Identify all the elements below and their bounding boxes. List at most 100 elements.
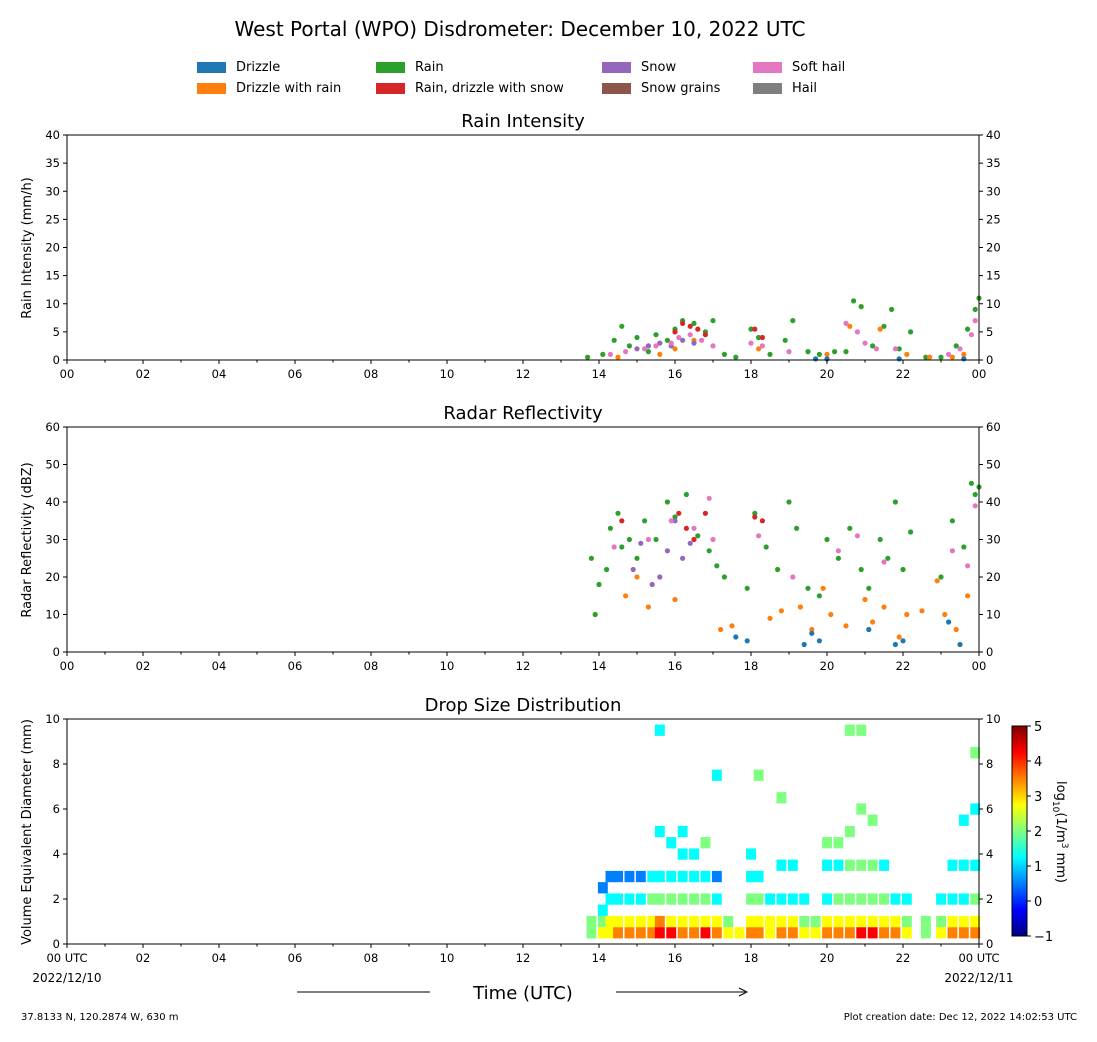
data-point <box>607 525 614 531</box>
data-point <box>619 518 625 524</box>
data-point <box>706 495 712 501</box>
dsd-cell <box>677 848 688 860</box>
colorbar-label-sup: 3 <box>1059 843 1069 849</box>
dsd-cell <box>700 915 711 928</box>
data-point <box>908 529 914 535</box>
dsd-cell <box>711 870 722 883</box>
x-tick-label: 18 <box>744 951 759 965</box>
y-tick-label: 8 <box>53 757 60 771</box>
data-point <box>805 349 811 355</box>
data-point <box>877 326 883 332</box>
data-point <box>702 332 709 338</box>
y-tick-label: 5 <box>986 325 993 339</box>
dsd-cell <box>879 859 889 871</box>
dsd-cell <box>654 893 665 905</box>
x-tick-label: 14 <box>592 659 607 673</box>
legend-label: Snow <box>641 59 677 75</box>
dsd-cell <box>920 927 931 939</box>
x-tick-label: 12 <box>516 659 531 673</box>
x-tick-label: 08 <box>364 951 379 965</box>
data-point <box>748 340 754 346</box>
radar-reflectivity-ylabel: Radar Reflectivity (dBZ) <box>20 462 35 617</box>
dsd-cell <box>844 859 855 871</box>
legend-item-snow-grains: Snow grains <box>602 79 720 97</box>
dsd-cell <box>879 893 889 905</box>
data-point <box>592 611 598 618</box>
data-point <box>835 555 842 561</box>
dsd-cell <box>677 893 688 905</box>
data-point <box>816 593 823 599</box>
dsd-cell <box>936 927 946 939</box>
data-point <box>904 351 910 357</box>
data-point <box>733 354 739 360</box>
dsd-cell <box>613 915 623 928</box>
dsd-cell <box>654 724 665 736</box>
dsd-cell <box>654 915 665 928</box>
data-point <box>938 574 944 580</box>
dsd-cell <box>787 859 798 871</box>
legend-item-hail: Hail <box>753 79 817 97</box>
data-point <box>919 608 925 614</box>
data-point <box>626 343 633 349</box>
dsd-cell <box>753 769 764 781</box>
dsd-cell <box>920 915 931 928</box>
data-point <box>972 491 978 498</box>
data-point <box>657 340 663 346</box>
dsd-cell <box>753 870 764 883</box>
dsd-cell <box>753 915 764 928</box>
dsd-cell <box>822 859 832 871</box>
data-point <box>782 337 788 343</box>
x-tick-label: 00 <box>60 659 75 673</box>
data-point <box>653 332 659 338</box>
dsd-cell <box>901 893 912 905</box>
dsd-cell <box>765 915 775 928</box>
data-point <box>972 503 978 509</box>
dsd-cell <box>901 927 912 939</box>
x-tick-label: 20 <box>820 659 835 673</box>
data-point <box>634 346 640 352</box>
data-point <box>626 536 633 543</box>
dsd-cell <box>700 837 711 849</box>
radar-reflectivity-title: Radar Reflectivity <box>443 403 603 424</box>
data-point <box>619 544 625 550</box>
data-point <box>729 623 735 629</box>
data-point <box>672 518 678 524</box>
y-tick-label: 0 <box>986 353 993 367</box>
data-point <box>828 611 834 618</box>
data-point <box>619 323 625 329</box>
data-point <box>695 533 701 539</box>
data-point <box>642 346 648 352</box>
dsd-cell <box>753 893 764 905</box>
data-point <box>961 356 967 362</box>
axes-frame <box>66 134 980 361</box>
dsd-cell <box>597 882 608 894</box>
data-point <box>892 346 899 352</box>
dsd-cell <box>635 915 646 928</box>
dsd-cell <box>958 927 969 939</box>
x-tick-label: 16 <box>668 951 683 965</box>
legend: Drizzle Drizzle with rain Rain Rain, dri… <box>197 58 897 100</box>
dsd-cell <box>654 825 665 838</box>
legend-item-soft-hail: Soft hail <box>753 58 845 76</box>
x-tick-label: 16 <box>668 659 683 673</box>
dsd-cell <box>947 893 958 905</box>
dsd-cell <box>799 893 810 905</box>
data-point <box>942 611 948 618</box>
y-tick-label: 0 <box>986 937 993 951</box>
data-point <box>813 356 819 362</box>
colorbar-tick-label: 2 <box>1034 825 1042 840</box>
x-tick-label: 20 <box>820 367 835 381</box>
x-tick-label: 04 <box>212 659 227 673</box>
dsd-cell <box>711 893 722 905</box>
dsd-cell <box>867 927 878 939</box>
data-point <box>892 641 899 648</box>
data-point <box>744 638 750 644</box>
data-point <box>680 337 686 343</box>
colorbar-label: log10(1/m3 mm) <box>1050 781 1069 883</box>
data-point <box>604 566 610 573</box>
dsd-cell <box>746 927 756 939</box>
data-point <box>645 536 652 543</box>
dsd-cell <box>711 927 722 939</box>
dsd-cell <box>723 915 734 928</box>
dsd-cell <box>844 825 855 838</box>
